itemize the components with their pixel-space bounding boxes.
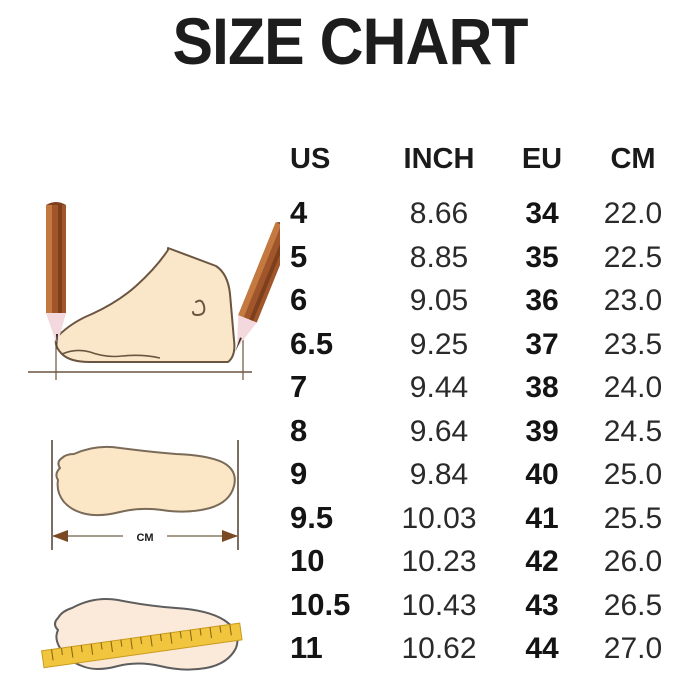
cell-inch: 10.23 [401,545,477,578]
cell-cm: 24.0 [603,371,663,404]
cell-cm: 26.0 [603,545,663,578]
cell-us: 10.5 [290,586,351,622]
measuring-tape-icon [41,622,243,669]
table-row: 8 9.64 39 24.5 [282,415,682,459]
cell-inch: 8.66 [409,197,469,230]
table-row: 9.5 10.03 41 25.5 [282,502,682,546]
cell-inch: 8.85 [409,240,469,274]
cell-cm: 24.5 [603,414,663,448]
cell-us: 9 [290,456,308,491]
table-row: 6.5 9.25 37 23.5 [282,328,682,372]
ankle-detail [192,299,206,317]
cell-cm: 22.0 [603,197,663,230]
cell-us: 7 [290,369,308,404]
cell-inch: 10.03 [401,501,477,535]
cell-eu: 39 [525,414,559,448]
cell-us: 9.5 [290,499,334,535]
column-header-eu: EU [521,143,563,175]
table-row: 11 10.62 44 27.0 [282,632,682,676]
cell-eu: 38 [525,371,559,404]
cell-cm: 25.0 [603,458,663,491]
cell-eu: 37 [525,327,559,361]
cell-us: 8 [290,412,308,448]
cm-measure-arrow [52,528,238,544]
cell-inch: 9.64 [409,414,469,448]
table-header-row: US INCH EU CM [282,145,682,197]
cell-us: 10 [290,543,325,578]
cell-inch: 9.84 [409,458,469,491]
table-row: 7 9.44 38 24.0 [282,371,682,415]
cell-cm: 27.0 [603,632,663,665]
footprint-shape [55,445,236,517]
cell-eu: 42 [525,545,559,578]
cell-cm: 23.0 [603,284,663,317]
cell-us: 4 [290,195,308,230]
cell-eu: 41 [525,501,559,535]
cell-eu: 34 [525,197,559,230]
table-row: 10.5 10.43 43 26.5 [282,589,682,633]
footprint-measure-illustration: CM [0,418,280,563]
cell-us: 6 [290,282,308,317]
table-row: 10 10.23 42 26.0 [282,545,682,589]
table-body: 4 8.66 34 22.0 5 8.85 35 22.5 6 9.05 36 … [282,197,682,676]
column-header-us: US [290,143,331,175]
column-header-cm: CM [610,143,656,175]
page-title: SIZE CHART [172,4,528,78]
cell-eu: 35 [525,240,559,274]
foot-shape [54,247,236,363]
column-header-inch: INCH [403,143,475,175]
table-row: 4 8.66 34 22.0 [282,197,682,241]
table-row: 6 9.05 36 23.0 [282,284,682,328]
cell-inch: 10.43 [401,588,477,622]
cell-cm: 22.5 [603,240,663,274]
table-row: 5 8.85 35 22.5 [282,241,682,285]
cell-inch: 10.62 [401,632,477,665]
cell-us: 5 [290,238,308,274]
cell-cm: 26.5 [603,588,663,622]
footprint-tape-illustration [0,578,280,693]
cell-eu: 44 [525,632,559,665]
cell-inch: 9.44 [409,371,469,404]
cell-us: 11 [290,630,323,665]
cell-cm: 25.5 [603,501,663,535]
foot-side-view-illustration [0,190,280,390]
cm-measure-label: CM [136,532,153,544]
pencil-right-icon [235,222,280,352]
cell-us: 6.5 [290,325,334,361]
table-row: 9 9.84 40 25.0 [282,458,682,502]
cell-eu: 36 [525,284,559,317]
size-chart-table: US INCH EU CM 4 8.66 34 22.0 5 8.85 35 2… [282,145,682,676]
cell-inch: 9.05 [409,284,469,317]
pencil-left-icon [46,202,66,374]
cell-inch: 9.25 [409,327,469,361]
cell-eu: 43 [525,588,559,622]
illustrations-panel: CM [0,190,280,695]
cell-eu: 40 [525,458,559,491]
cell-cm: 23.5 [603,327,663,361]
